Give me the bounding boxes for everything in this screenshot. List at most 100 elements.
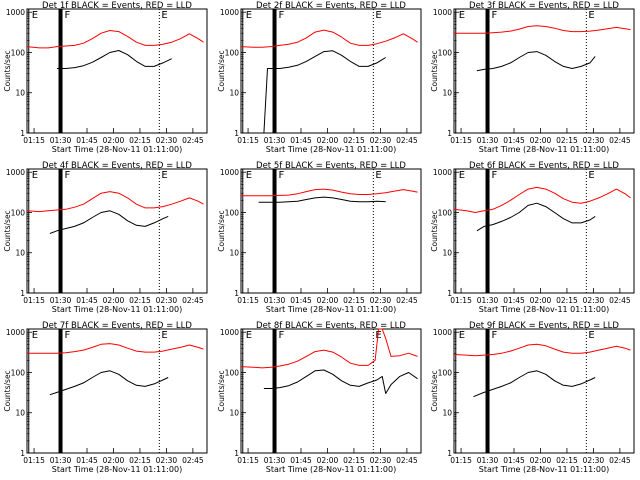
- x-tick-label: 02:00: [317, 296, 339, 305]
- marker-label-middle: F: [279, 10, 285, 21]
- marker-label-middle: F: [65, 170, 71, 181]
- y-tick-label: 10: [15, 89, 25, 98]
- marker-label-end: E: [161, 10, 167, 21]
- x-tick-label: 02:15: [556, 296, 578, 305]
- x-tick-label: 01:45: [290, 456, 312, 465]
- marker-label-end: E: [375, 10, 381, 21]
- y-tick-label: 100: [225, 208, 240, 217]
- series-line-events: [263, 369, 418, 394]
- y-tick-label: 1000: [220, 328, 239, 337]
- y-tick-label: 100: [11, 368, 26, 377]
- marker-label-end: E: [588, 170, 594, 181]
- y-axis-label: Counts/sec: [217, 210, 226, 251]
- y-tick-label: 100: [225, 368, 240, 377]
- y-tick-label: 1: [20, 289, 25, 298]
- panel-title: Det 9f BLACK = Events, RED = LLD: [469, 321, 619, 331]
- y-tick-label: 1000: [433, 8, 452, 17]
- y-tick-label: 1000: [433, 328, 452, 337]
- x-tick-label: 02:00: [530, 296, 552, 305]
- x-tick-label: 01:30: [50, 456, 72, 465]
- x-tick-label: 02:00: [317, 456, 339, 465]
- x-axis-label: Start Time (28-Nov-11 01:11:00): [479, 145, 609, 154]
- detector-panel: Det 1f BLACK = Events, RED = LLD 1 10 100 10…: [3, 1, 208, 154]
- marker-label-middle: F: [65, 10, 71, 21]
- y-tick-label: 1: [234, 289, 239, 298]
- x-tick-label: 01:15: [450, 296, 472, 305]
- x-tick-label: 02:15: [343, 456, 365, 465]
- x-axis-label: Start Time (28-Nov-11 01:11:00): [52, 305, 182, 314]
- marker-label-middle: F: [492, 170, 498, 181]
- x-tick-label: 02:15: [343, 296, 365, 305]
- y-tick-label: 10: [442, 89, 452, 98]
- x-tick-label: 01:30: [477, 136, 499, 145]
- x-tick-label: 01:15: [450, 136, 472, 145]
- x-tick-label: 02:15: [129, 456, 151, 465]
- detector-panel: Det 2f BLACK = Events, RED = LLD 1 10 100 10…: [217, 1, 422, 154]
- x-tick-label: 02:45: [182, 136, 204, 145]
- marker-band-middle: [485, 169, 490, 293]
- x-tick-label: 02:30: [583, 456, 605, 465]
- plot-frame: [26, 8, 208, 134]
- y-tick-label: 100: [11, 208, 26, 217]
- panel-title: Det 4f BLACK = Events, RED = LLD: [42, 161, 192, 171]
- y-tick-label: 10: [15, 249, 25, 258]
- marker-label-start: E: [246, 170, 252, 181]
- series-line-lld: [240, 328, 418, 369]
- x-tick-label: 02:30: [370, 456, 392, 465]
- x-tick-label: 02:45: [182, 456, 204, 465]
- x-tick-label: 01:30: [264, 456, 286, 465]
- y-axis-label: Counts/sec: [3, 370, 12, 411]
- x-tick-label: 02:45: [609, 136, 631, 145]
- plot-frame: [453, 168, 635, 294]
- y-tick-label: 1000: [220, 8, 239, 17]
- x-tick-label: 01:45: [503, 456, 525, 465]
- x-tick-label: 01:45: [503, 136, 525, 145]
- x-tick-label: 01:15: [23, 136, 45, 145]
- x-axis-label: Start Time (28-Nov-11 01:11:00): [266, 465, 396, 474]
- panel-title: Det 5f BLACK = Events, RED = LLD: [256, 161, 406, 171]
- x-tick-label: 01:30: [477, 456, 499, 465]
- series-line-lld: [26, 30, 204, 49]
- y-tick-label: 1: [447, 289, 452, 298]
- marker-label-middle: F: [279, 330, 285, 341]
- marker-label-end: E: [375, 170, 381, 181]
- x-tick-label: 02:45: [182, 296, 204, 305]
- x-tick-label: 02:15: [556, 456, 578, 465]
- x-tick-label: 01:30: [264, 296, 286, 305]
- marker-label-middle: F: [492, 330, 498, 341]
- x-axis-label: Start Time (28-Nov-11 01:11:00): [266, 145, 396, 154]
- x-tick-label: 01:45: [76, 296, 98, 305]
- y-tick-label: 100: [11, 48, 26, 57]
- y-tick-label: 1000: [6, 328, 25, 337]
- series-line-events: [49, 370, 169, 396]
- y-tick-label: 1000: [220, 168, 239, 177]
- marker-band-middle: [58, 9, 63, 133]
- marker-label-start: E: [32, 10, 38, 21]
- series-line-lld: [454, 25, 631, 34]
- y-axis-label: Counts/sec: [3, 210, 12, 251]
- panel-title: Det 2f BLACK = Events, RED = LLD: [256, 1, 406, 11]
- x-tick-label: 01:30: [264, 136, 286, 145]
- marker-label-start: E: [459, 170, 465, 181]
- x-tick-label: 01:30: [50, 136, 72, 145]
- x-tick-label: 01:15: [237, 296, 259, 305]
- x-tick-label: 02:00: [317, 136, 339, 145]
- series-line-events: [476, 51, 596, 72]
- panel-title: Det 8f BLACK = Events, RED = LLD: [256, 321, 406, 331]
- series-line-events: [258, 196, 386, 203]
- y-tick-label: 1000: [6, 8, 25, 17]
- x-tick-label: 01:45: [290, 136, 312, 145]
- series-line-lld: [241, 188, 418, 197]
- x-tick-label: 02:30: [370, 296, 392, 305]
- marker-band-middle: [485, 9, 490, 133]
- marker-label-end: E: [161, 170, 167, 181]
- x-tick-label: 01:45: [76, 456, 98, 465]
- marker-label-start: E: [32, 330, 38, 341]
- plot-frame: [453, 328, 635, 454]
- detector-panel: Det 8f BLACK = Events, RED = LLD 1 10 100 10…: [217, 321, 422, 474]
- x-tick-label: 01:15: [23, 296, 45, 305]
- plot-frame: [240, 328, 422, 454]
- x-tick-label: 02:30: [583, 296, 605, 305]
- x-tick-label: 01:15: [23, 456, 45, 465]
- marker-band-middle: [272, 169, 277, 293]
